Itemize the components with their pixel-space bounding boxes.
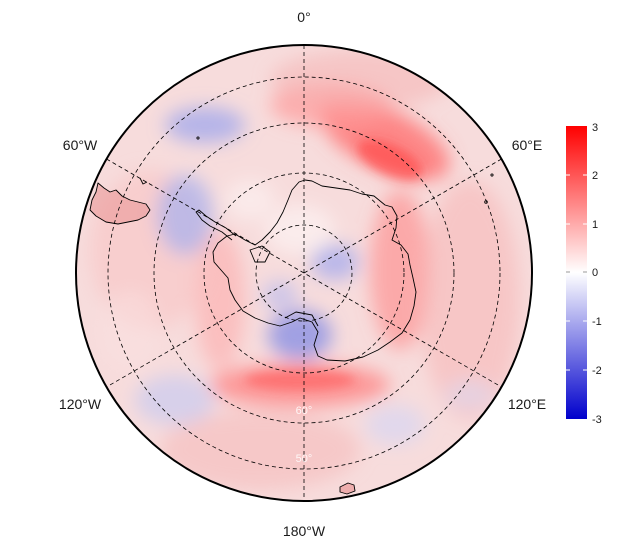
latitude-circle-mid (153, 122, 455, 424)
colorbar-tick-neg1: -1 (592, 316, 602, 328)
colorbar-ramp (566, 126, 587, 419)
longitude-label-120e: 120°E (508, 396, 546, 412)
colorbar-tick-neg3: -3 (592, 414, 602, 426)
colorbar-tick-neg2: -2 (592, 365, 602, 377)
colorbar-tick-0: 0 (592, 267, 598, 279)
latitude-circle-outer (107, 76, 501, 470)
longitude-label-60e: 60°E (512, 137, 543, 153)
latitude-circle-innermost (255, 224, 353, 322)
colorbar-tick-1: 1 (592, 219, 598, 231)
longitude-label-bottom: 180°W (283, 523, 326, 539)
south-america-outline (89, 182, 151, 225)
graticule (106, 45, 502, 501)
meridian-60w-120e (106, 158, 502, 388)
latitude-label-60: 60° (296, 405, 313, 417)
latitude-label-50: 50° (296, 453, 313, 465)
antarctic-peninsula-outline (195, 209, 237, 241)
colorbar-ticks (566, 174, 587, 371)
anomaly-field (76, 45, 532, 501)
longitude-label-top: 0° (297, 9, 310, 25)
antarctica-outline (212, 179, 417, 362)
colorbar-tick-3: 3 (592, 122, 598, 134)
colorbar-tick-2: 2 (592, 170, 598, 182)
colorbar: 3 2 1 0 -1 -2 -3 (566, 122, 602, 426)
meridian-60e-120w (106, 158, 502, 388)
longitude-label-60w: 60°W (63, 137, 98, 153)
land-outline (89, 136, 494, 495)
longitude-label-120w: 120°W (59, 396, 102, 412)
map-boundary (75, 44, 533, 502)
island-outline (339, 482, 356, 495)
